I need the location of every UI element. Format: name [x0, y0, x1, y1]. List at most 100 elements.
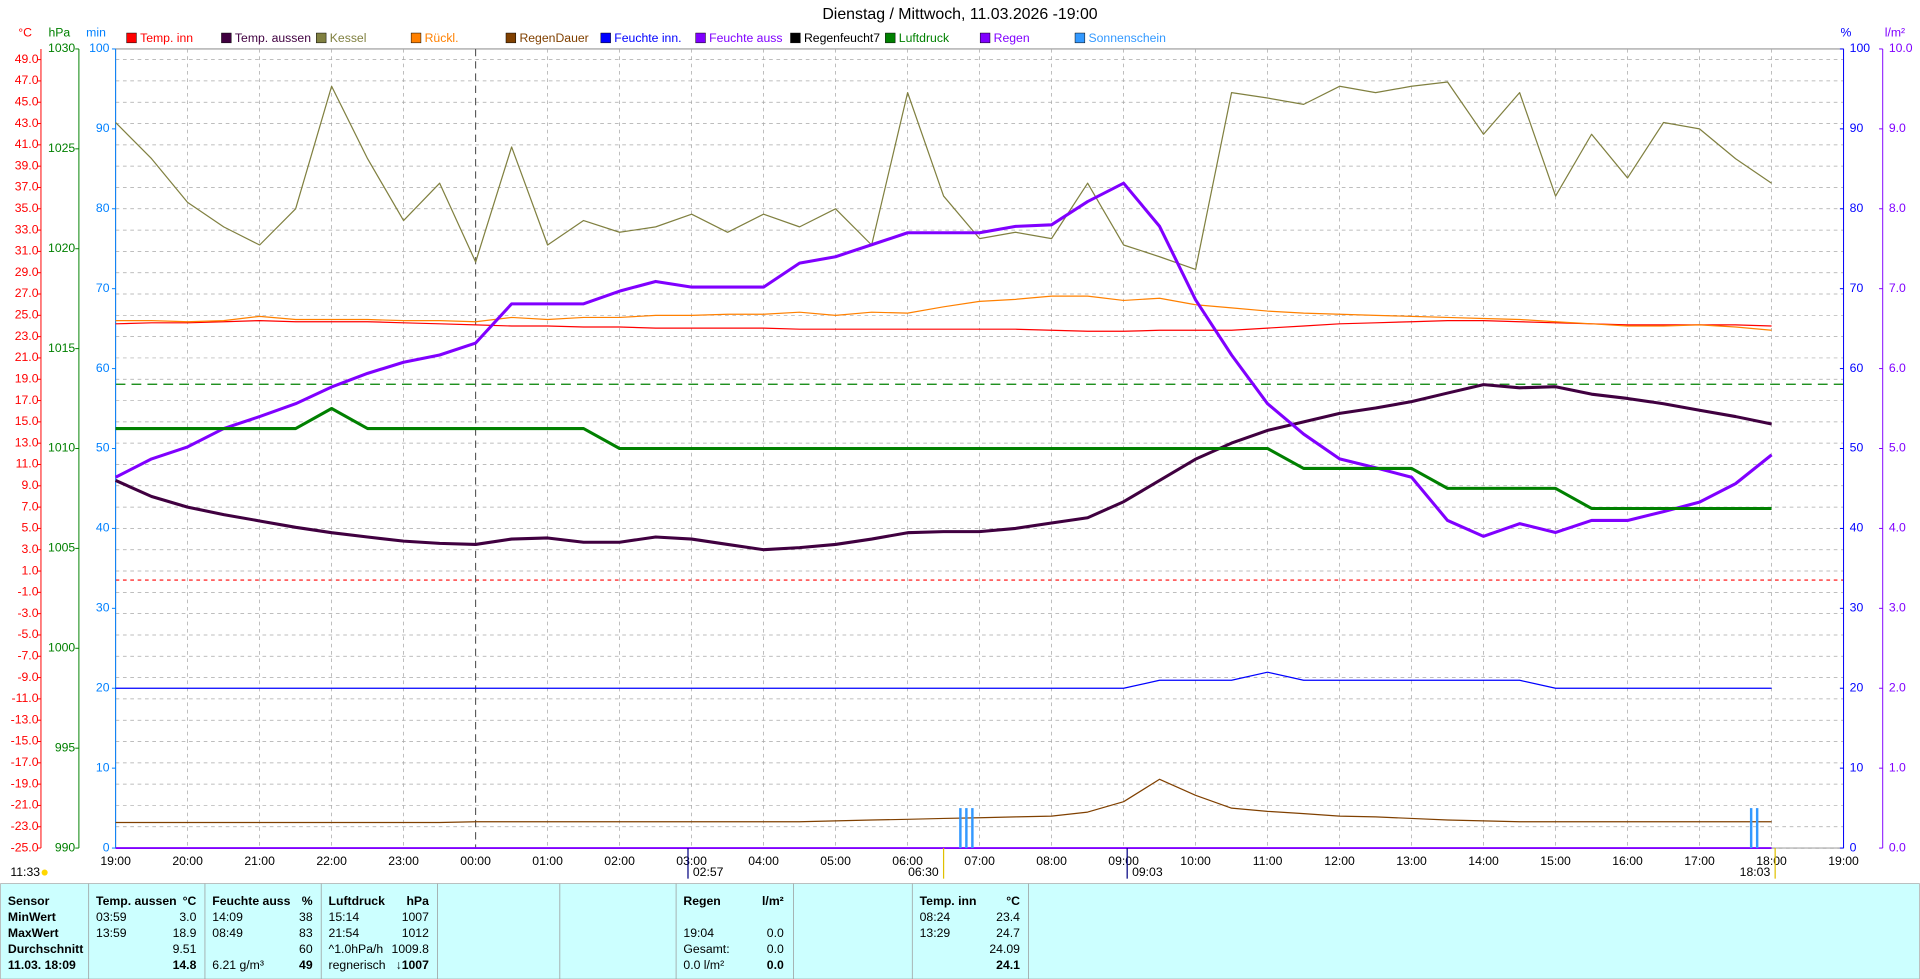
y-tick-label: 5.0 — [1889, 441, 1906, 455]
y-tick-label: 3.0 — [22, 542, 39, 556]
y-tick-label: 31.0 — [15, 244, 39, 258]
y-tick-label: 43.0 — [15, 116, 39, 130]
y-tick-label: 90 — [1850, 121, 1864, 135]
y-tick-label: 30 — [1850, 601, 1864, 615]
row-label: Durchschnitt — [8, 942, 83, 956]
y-tick-label: 35.0 — [15, 201, 39, 215]
column-header: % — [302, 894, 313, 908]
legend-swatch — [600, 32, 611, 44]
legend-swatch — [790, 32, 801, 44]
table-cell: 83 — [299, 926, 313, 940]
legend-swatch — [1074, 32, 1086, 44]
y-tick-label: -5.0 — [17, 627, 38, 641]
y-tick-label: 1015 — [48, 341, 75, 355]
y-tick-label: 70 — [96, 281, 110, 295]
legend-swatch — [126, 32, 137, 44]
y-tick-label: 60 — [1850, 361, 1864, 375]
legend-label: Regenfeucht7 — [804, 31, 880, 45]
y-tick-label: 25.0 — [15, 308, 39, 322]
y-tick-label: 1020 — [48, 241, 75, 255]
sunshine-bar — [1755, 808, 1759, 849]
x-tick-label: 15:00 — [1540, 854, 1571, 868]
y-tick-label: 19.0 — [15, 371, 39, 385]
y-tick-label: 45.0 — [15, 94, 39, 108]
table-cell: 19:04 — [683, 926, 714, 940]
x-tick-label: 03:00 — [676, 854, 707, 868]
y-tick-label: 8.0 — [1889, 201, 1906, 215]
x-tick-label: 00:00 — [460, 854, 491, 868]
column-header: Temp. aussen — [96, 894, 177, 908]
table-cell: regnerisch — [329, 958, 386, 972]
y-tick-label: 1005 — [48, 541, 75, 555]
y-tick-label: 2.0 — [1889, 680, 1906, 694]
left-note: 11:33 — [10, 865, 40, 879]
column-header: Regen — [683, 894, 720, 908]
x-tick-label: 07:00 — [964, 854, 995, 868]
x-tick-label: 14:00 — [1468, 854, 1499, 868]
table-cell: 08:24 — [920, 910, 951, 924]
y-tick-label: -23.0 — [11, 819, 39, 833]
series-line — [114, 181, 1773, 538]
x-tick-label: 17:00 — [1684, 854, 1715, 868]
sunshine-bar — [965, 808, 968, 849]
y-tick-label: 3.0 — [1889, 601, 1906, 615]
table-cell: 6.21 g/m³ — [212, 958, 264, 972]
table-cell: 23.4 — [996, 910, 1020, 924]
y-tick-label: 990 — [55, 840, 76, 854]
y-tick-label: 100 — [89, 41, 110, 55]
y-tick-label: 0 — [103, 840, 110, 854]
table-cell: 0.0 — [767, 958, 784, 972]
table-cell: 13:29 — [920, 926, 951, 940]
y-tick-label: 80 — [96, 201, 110, 215]
y-tick-label: 13.0 — [15, 435, 39, 449]
legend-label: Regen — [994, 31, 1030, 45]
y-tick-label: 7.0 — [1889, 281, 1906, 295]
legend-label: Kessel — [330, 31, 367, 45]
marker-label: 09:03 — [1132, 865, 1163, 879]
row-label: MinWert — [8, 910, 56, 924]
y-tick-label: 60 — [96, 361, 110, 375]
legend-label: RegenDauer — [519, 31, 588, 45]
sunshine-bar — [971, 808, 974, 849]
sunshine-bar — [959, 808, 962, 849]
y-tick-label: 7.0 — [22, 499, 39, 513]
axis-unit: hPa — [48, 25, 70, 39]
y-tick-label: 23.0 — [15, 329, 39, 343]
table-cell: 49 — [299, 958, 313, 972]
series-line — [115, 671, 1772, 689]
column-header: Feuchte auss — [212, 894, 290, 908]
table-cell: 60 — [299, 942, 313, 956]
x-tick-label: 19:00 — [100, 854, 131, 868]
summary-table — [0, 883, 1920, 979]
y-tick-label: 70 — [1850, 281, 1864, 295]
x-tick-label: 05:00 — [820, 854, 851, 868]
legend-label: Feuchte auss — [709, 31, 782, 45]
y-tick-label: 29.0 — [15, 265, 39, 279]
table-cell: 15:14 — [329, 910, 360, 924]
y-tick-label: 39.0 — [15, 158, 39, 172]
y-tick-label: -19.0 — [11, 776, 39, 790]
x-tick-label: 21:00 — [244, 854, 275, 868]
x-tick-label: 23:00 — [388, 854, 419, 868]
y-tick-label: -15.0 — [11, 734, 39, 748]
y-tick-label: 33.0 — [15, 222, 39, 236]
x-tick-label: 12:00 — [1324, 854, 1355, 868]
y-tick-label: -7.0 — [17, 649, 38, 663]
axis-unit: °C — [18, 25, 32, 39]
legend-label: Sonnenschein — [1088, 31, 1165, 45]
legend-label: Feuchte inn. — [614, 31, 681, 45]
legend-swatch — [410, 32, 422, 44]
y-tick-label: 49.0 — [15, 52, 39, 66]
x-tick-label: 13:00 — [1396, 854, 1427, 868]
sunshine-bar — [1749, 808, 1753, 849]
y-tick-label: 1000 — [48, 641, 75, 655]
x-tick-label: 10:00 — [1180, 854, 1211, 868]
legend-swatch — [695, 32, 706, 44]
x-tick-label: 04:00 — [748, 854, 779, 868]
table-cell: 03:59 — [96, 910, 127, 924]
y-tick-label: 40 — [96, 521, 110, 535]
table-cell: 38 — [299, 910, 313, 924]
x-tick-label: 22:00 — [316, 854, 347, 868]
y-tick-label: 9.0 — [1889, 121, 1906, 135]
